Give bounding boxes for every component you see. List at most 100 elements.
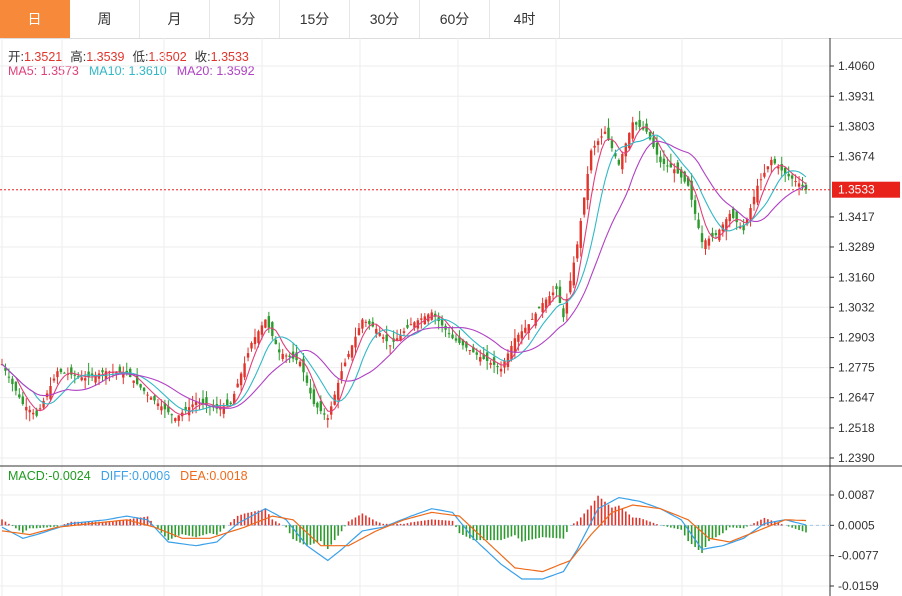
candle-body xyxy=(517,334,520,342)
candle-body xyxy=(711,232,714,237)
candle-body xyxy=(122,373,125,378)
candle-body xyxy=(347,353,350,358)
candle-body xyxy=(596,141,600,145)
tab-4[interactable]: 15分 xyxy=(280,0,350,38)
candle-body xyxy=(721,224,725,232)
candle-body xyxy=(135,375,139,385)
dea-line xyxy=(1,504,807,573)
candle-body xyxy=(510,345,513,360)
tab-2[interactable]: 月 xyxy=(140,0,210,38)
candle-body xyxy=(607,127,610,140)
candle-body xyxy=(690,180,693,200)
candle-body xyxy=(732,208,735,218)
candle-body xyxy=(797,183,801,187)
candle-body xyxy=(583,197,586,215)
candle-body xyxy=(669,162,673,168)
macd-y-tick-label: 0.0087 xyxy=(838,488,875,502)
candle-body xyxy=(132,380,135,383)
ma-value: 1.3610 xyxy=(128,64,167,78)
candle-body xyxy=(773,158,777,164)
candle-body xyxy=(468,350,472,352)
candle-body xyxy=(70,367,73,375)
candle-body xyxy=(382,337,385,339)
ohlc-value: 1.3521 xyxy=(23,50,63,64)
candle-body xyxy=(264,319,267,328)
ohlc-label: 收: xyxy=(194,50,211,64)
candle-body xyxy=(28,409,31,413)
tab-5[interactable]: 30分 xyxy=(350,0,420,38)
candle-body xyxy=(784,167,787,174)
ma-value: 1.3573 xyxy=(40,64,79,78)
candle-body xyxy=(610,140,614,149)
candle-body xyxy=(77,376,80,378)
candle-body xyxy=(693,200,697,214)
candle-body xyxy=(87,371,90,378)
candle-body xyxy=(406,324,409,328)
candle-body xyxy=(420,318,423,320)
tab-1[interactable]: 周 xyxy=(70,0,140,38)
tab-7[interactable]: 4时 xyxy=(490,0,560,38)
candle-body xyxy=(267,316,271,328)
candle-body xyxy=(763,172,766,177)
candle-body xyxy=(319,401,323,412)
candle-body xyxy=(309,387,312,394)
candle-body xyxy=(555,286,558,289)
candle-body xyxy=(21,396,24,405)
candle-body xyxy=(160,406,163,411)
candle-body xyxy=(184,406,187,410)
macd-value: 0.0006 xyxy=(131,469,171,483)
candle-body xyxy=(801,184,804,187)
candle-body xyxy=(513,338,517,353)
candle-body xyxy=(735,211,738,223)
candle-body xyxy=(562,308,565,318)
y-tick-label: 1.2390 xyxy=(838,451,875,465)
ma-label: MA20: xyxy=(176,64,217,78)
candle-body xyxy=(399,334,402,341)
candle-body xyxy=(666,165,669,167)
y-tick-label: 1.4060 xyxy=(838,59,875,73)
candle-body xyxy=(226,399,229,406)
candle-body xyxy=(686,177,690,186)
ohlc-value: 1.3502 xyxy=(148,50,187,64)
candle-body xyxy=(59,368,63,373)
candle-body xyxy=(260,325,264,335)
candle-body xyxy=(368,320,371,325)
candle-body xyxy=(14,381,18,391)
candle-body xyxy=(229,402,232,405)
candle-body xyxy=(205,397,208,406)
macd-label: DEA: xyxy=(180,469,210,483)
candle-body xyxy=(253,337,257,345)
candle-body xyxy=(153,395,156,401)
candle-body xyxy=(149,397,153,400)
candle-body xyxy=(537,306,541,309)
candle-body xyxy=(243,363,246,378)
candle-body xyxy=(402,331,406,333)
candle-body xyxy=(343,362,347,367)
candle-body xyxy=(683,171,686,182)
candle-body xyxy=(83,378,87,381)
candle-body xyxy=(52,378,56,381)
candle-body xyxy=(718,229,721,241)
ma10-line xyxy=(1,134,807,412)
tab-3[interactable]: 5分 xyxy=(210,0,280,38)
y-tick-label: 1.2518 xyxy=(838,421,875,435)
candle-body xyxy=(648,131,652,140)
ohlc-value: 1.3539 xyxy=(86,50,125,64)
candle-body xyxy=(302,358,305,373)
diff-line xyxy=(1,496,807,580)
tab-0[interactable]: 日 xyxy=(0,0,70,38)
candle-body xyxy=(350,345,354,358)
candle-body xyxy=(146,394,149,396)
candle-body xyxy=(551,292,555,296)
candle-body xyxy=(804,184,808,190)
ma-label: MA5: xyxy=(8,64,41,78)
macd-value: -0.0024 xyxy=(48,469,91,483)
ma-readout: MA5: 1.3573 MA10: 1.3610 MA20: 1.3592 xyxy=(8,64,265,78)
candle-body xyxy=(271,322,274,336)
candle-body xyxy=(777,166,780,169)
candle-body xyxy=(232,393,236,404)
candle-body xyxy=(447,333,451,335)
tab-6[interactable]: 60分 xyxy=(420,0,490,38)
ohlc-value: 1.3533 xyxy=(210,50,249,64)
candle-body xyxy=(787,173,790,177)
